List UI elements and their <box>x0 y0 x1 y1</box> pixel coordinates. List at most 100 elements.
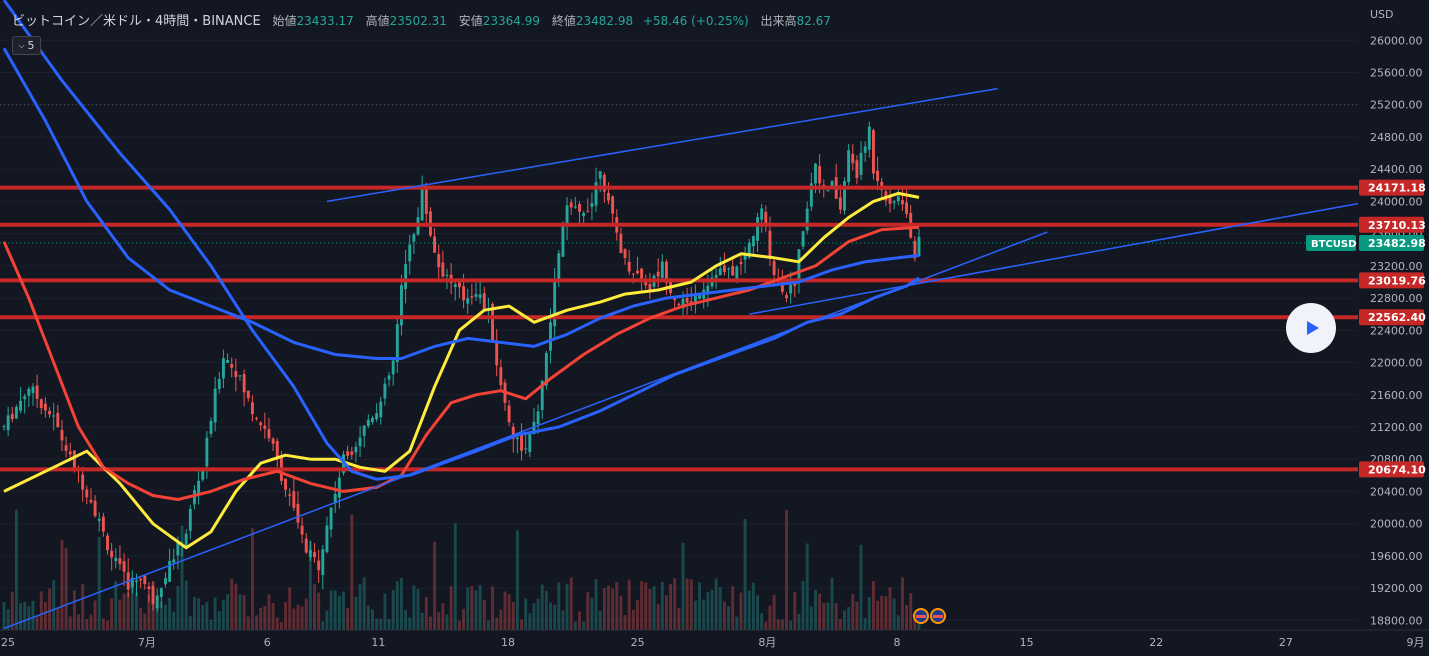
candle-body <box>623 249 627 258</box>
candle-body <box>296 503 300 523</box>
candle-body <box>805 208 809 231</box>
volume-bar <box>909 592 913 630</box>
candle-body <box>528 434 532 453</box>
volume-bar <box>217 611 221 630</box>
candle-body <box>35 385 39 399</box>
volume-bar <box>457 620 461 630</box>
volume-bar <box>872 581 875 630</box>
play-button[interactable] <box>1286 303 1336 353</box>
candle-body <box>234 370 238 377</box>
legend: ビットコイン／米ドル・4時間・BINANCE 始値23433.17 高値2350… <box>12 10 831 29</box>
volume-bar <box>453 523 457 630</box>
candle-body <box>896 196 900 202</box>
volume-bar <box>586 591 590 630</box>
volume-bar <box>826 602 830 630</box>
volume-bar <box>818 593 822 630</box>
volume-bar <box>867 596 871 630</box>
candle-body <box>636 270 639 274</box>
volume-bar <box>888 587 892 630</box>
volume-bar <box>478 584 482 630</box>
volume-bar <box>722 601 726 630</box>
candle-body <box>826 190 830 192</box>
volume-bar <box>851 594 855 630</box>
volume-bar <box>503 591 507 630</box>
candle-body <box>843 181 846 211</box>
candle-body <box>598 171 602 179</box>
candle-body <box>582 213 586 216</box>
level-price-label: 22562.40 <box>1368 311 1426 324</box>
volume-bar <box>400 577 403 630</box>
volume-bar <box>797 613 801 630</box>
volume-bar <box>623 615 627 630</box>
x-tick-label: 8 <box>893 636 900 649</box>
volume-bar <box>135 592 138 630</box>
volume-bar <box>561 610 565 630</box>
x-tick-label: 25 <box>1 636 15 649</box>
candle-body <box>453 284 457 287</box>
volume-bar <box>383 593 387 630</box>
volume-bar <box>428 616 432 630</box>
y-tick-label: 21600.00 <box>1370 389 1423 402</box>
volume-bar <box>884 596 888 630</box>
candle-body <box>176 542 180 556</box>
volume-bar <box>238 594 242 630</box>
volume-bar <box>139 607 143 630</box>
candle-body <box>346 451 350 456</box>
volume-bar <box>785 509 788 630</box>
volume-bar <box>892 598 896 630</box>
candle-body <box>553 280 557 327</box>
volume-bar <box>296 604 300 630</box>
volume-bar <box>499 609 503 630</box>
volume-bar <box>801 580 805 630</box>
volume-bar <box>375 618 379 630</box>
volume-bar <box>718 587 722 630</box>
y-tick-label: 26000.00 <box>1370 34 1423 47</box>
candle-body <box>693 294 697 303</box>
volume-bar <box>267 594 271 630</box>
candle-body <box>408 244 412 262</box>
volume-bar <box>731 586 735 630</box>
candle-body <box>255 417 259 419</box>
y-tick-label: 21200.00 <box>1370 421 1423 434</box>
volume-bar <box>433 541 437 630</box>
us-flag-event-icon <box>933 615 943 618</box>
volume-bar <box>714 578 718 630</box>
y-tick-label: 20400.00 <box>1370 485 1423 498</box>
candle-body <box>85 489 89 498</box>
volume-bar <box>176 585 180 630</box>
volume-bar <box>288 587 292 630</box>
y-tick-label: 24400.00 <box>1370 163 1423 176</box>
candle-body <box>288 494 292 496</box>
volume-bar <box>193 596 196 630</box>
candle-body <box>801 231 805 247</box>
volume-bar <box>230 578 234 630</box>
candle-body <box>540 381 544 410</box>
candle-body <box>395 324 399 362</box>
candle-body <box>760 208 764 220</box>
candle-body <box>727 268 730 270</box>
volume-bar <box>329 590 333 630</box>
candle-body <box>250 402 254 415</box>
level-price-label: 23710.13 <box>1368 219 1426 232</box>
candle-body <box>130 577 134 588</box>
volume-bar <box>515 530 519 630</box>
volume-bar <box>619 595 623 630</box>
candle-body <box>735 266 739 280</box>
candle-body <box>797 249 801 282</box>
volume-bar <box>863 618 867 630</box>
candle-body <box>515 437 519 439</box>
interval-selector[interactable]: ⌵ 5 <box>12 36 41 55</box>
candle-body <box>275 441 279 460</box>
candle-body <box>93 500 97 517</box>
volume-bar <box>404 610 408 630</box>
volume-bar <box>68 616 72 630</box>
volume-bar <box>180 525 184 630</box>
volume-bar <box>520 619 523 630</box>
volume-bar <box>89 614 93 630</box>
volume-bar <box>900 577 904 630</box>
volume-bar <box>578 611 581 630</box>
volume-bar <box>321 621 325 630</box>
symbol-title[interactable]: ビットコイン／米ドル・4時間・BINANCE <box>12 14 261 29</box>
volume-bar <box>85 619 89 630</box>
